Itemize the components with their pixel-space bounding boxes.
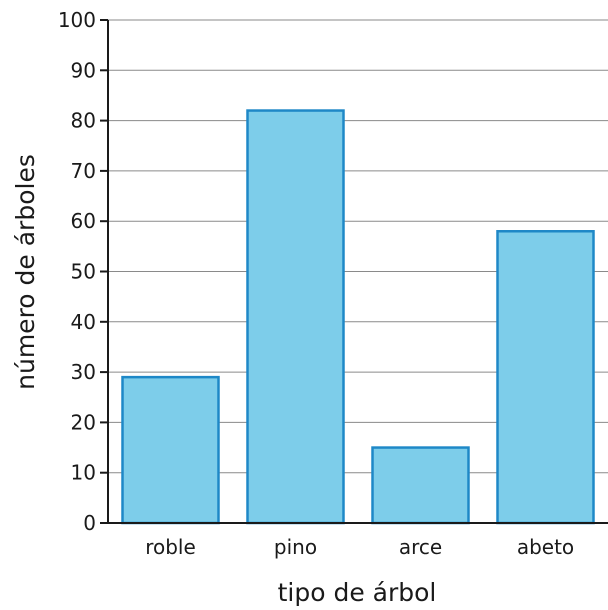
y-tick-label: 90: [71, 58, 96, 82]
x-tick-label: pino: [274, 535, 317, 559]
y-tick-label: 0: [83, 511, 96, 535]
x-axis-title: tipo de árbol: [278, 578, 437, 607]
y-tick-label: 70: [71, 159, 96, 183]
y-tick-label: 100: [58, 8, 96, 32]
bars: [121, 109, 595, 525]
y-tick-label: 10: [71, 461, 96, 485]
x-tick-label: arce: [399, 535, 442, 559]
y-tick-label: 20: [71, 410, 96, 434]
bar-arce: [371, 446, 470, 525]
bar-abeto: [496, 230, 595, 525]
x-tick-labels: roble pino arce abeto: [145, 535, 574, 559]
x-tick-label: roble: [145, 535, 196, 559]
y-axis-title: número de árboles: [11, 154, 40, 390]
y-tick-label: 80: [71, 109, 96, 133]
bar-pino: [246, 109, 345, 525]
y-tick-label: 30: [71, 360, 96, 384]
y-tick-label: 40: [71, 310, 96, 334]
axes: [100, 20, 608, 524]
bar-roble: [121, 375, 220, 525]
y-tick-label: 60: [71, 209, 96, 233]
y-tick-labels: 0 10 20 30 40 50 60 70 80 90 100: [58, 8, 96, 535]
y-tick-label: 50: [71, 260, 96, 284]
x-tick-label: abeto: [517, 535, 574, 559]
